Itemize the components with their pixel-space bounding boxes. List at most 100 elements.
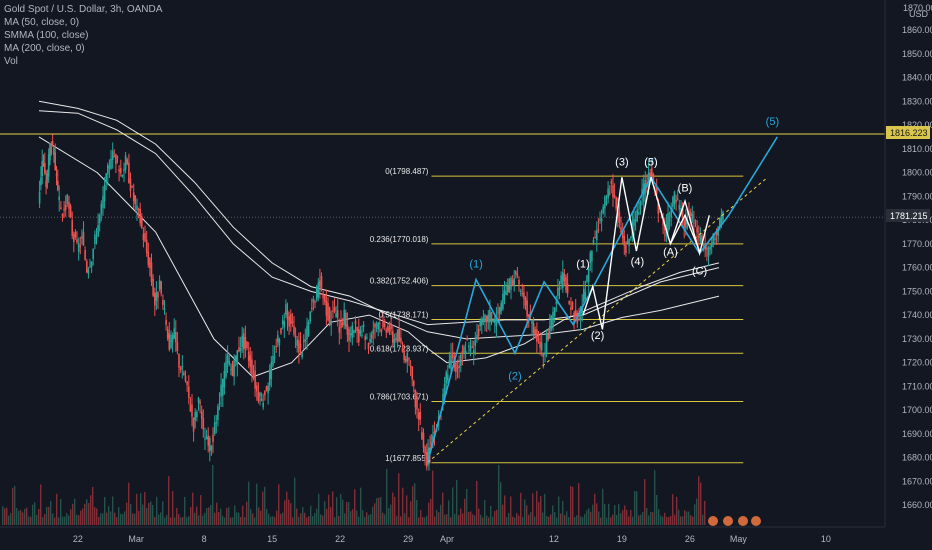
volume-bar bbox=[646, 508, 648, 525]
event-icon[interactable] bbox=[723, 516, 733, 526]
candle-body bbox=[670, 207, 672, 218]
volume-bar bbox=[598, 511, 600, 525]
candle-body bbox=[602, 206, 604, 214]
candle-body bbox=[66, 194, 69, 204]
event-icon[interactable] bbox=[708, 516, 718, 526]
candle-body bbox=[212, 434, 214, 442]
volume-bar bbox=[204, 512, 206, 525]
wave-path-white[interactable] bbox=[582, 177, 701, 330]
volume-bar bbox=[258, 507, 260, 525]
volume-bar bbox=[38, 509, 40, 525]
volume-bar bbox=[406, 495, 408, 525]
candle-body bbox=[283, 321, 286, 328]
candle-body bbox=[243, 333, 245, 350]
candle-body bbox=[524, 297, 527, 306]
volume-bar bbox=[230, 517, 232, 525]
price-tick-label: 1820.00 bbox=[902, 120, 932, 130]
candle-body bbox=[447, 374, 449, 381]
volume-bar bbox=[322, 515, 324, 525]
candle-body bbox=[613, 195, 616, 197]
candle-body bbox=[406, 352, 409, 362]
candle-body bbox=[506, 286, 509, 292]
legend-ma50[interactable]: MA (50, close, 0) bbox=[4, 17, 80, 28]
event-icon[interactable] bbox=[751, 516, 761, 526]
candle-body bbox=[241, 335, 243, 347]
candle-body bbox=[155, 292, 158, 301]
volume-bar bbox=[160, 512, 162, 525]
candle-body bbox=[568, 300, 570, 305]
wave-path-white-correction[interactable] bbox=[669, 198, 710, 257]
wave-label: (2) bbox=[508, 370, 521, 382]
candle-body bbox=[633, 218, 635, 226]
dashed-trendline[interactable] bbox=[427, 176, 768, 463]
candle-body bbox=[45, 180, 47, 187]
resistance-price-badge bbox=[886, 126, 930, 139]
candle-body bbox=[244, 337, 247, 349]
time-axis[interactable]: 22 Mar 8 15 22 29 Apr 12 19 26 May 10 bbox=[0, 526, 885, 544]
candle-body bbox=[495, 317, 498, 327]
candle-body bbox=[128, 162, 130, 184]
event-icons[interactable] bbox=[708, 516, 761, 526]
candle-body bbox=[597, 229, 600, 231]
volume-bar bbox=[208, 507, 210, 525]
legend-ma200[interactable]: MA (200, close, 0) bbox=[4, 43, 85, 54]
wave-path-blue[interactable] bbox=[426, 136, 778, 463]
current-price-label: 1781.215 bbox=[890, 211, 928, 221]
volume-bar bbox=[242, 505, 244, 525]
volume-bar bbox=[552, 505, 554, 525]
candle-body bbox=[90, 261, 93, 267]
event-icon[interactable] bbox=[738, 516, 748, 526]
candle-body bbox=[393, 339, 396, 346]
volume-bar bbox=[544, 493, 546, 525]
elliott-wave-drawings[interactable] bbox=[426, 136, 778, 463]
candle-body bbox=[608, 193, 611, 195]
legend-vol[interactable]: Vol bbox=[4, 56, 18, 67]
candle-body bbox=[474, 339, 477, 346]
volume-bar bbox=[482, 517, 484, 525]
candle-body bbox=[338, 327, 341, 333]
volume-bar bbox=[576, 515, 578, 525]
volume-bar bbox=[18, 510, 20, 525]
volume-bar bbox=[10, 513, 12, 525]
candle-body bbox=[401, 347, 404, 352]
candle-body bbox=[324, 295, 326, 302]
candle-body bbox=[82, 232, 85, 246]
candle-body bbox=[571, 301, 574, 309]
time-tick-label: 8 bbox=[202, 534, 207, 544]
volume-bar bbox=[116, 517, 118, 525]
candle-body bbox=[94, 234, 96, 244]
price-axis[interactable]: 1870.000 USD 1660.00 1670.00 1680.00 1690.0… bbox=[884, 0, 932, 527]
candle-body bbox=[345, 312, 347, 327]
fibonacci-retracement[interactable]: 0(1798.487) 0.236(1770.018) 0.382(1752.406… bbox=[370, 167, 744, 464]
volume-bar bbox=[190, 507, 192, 525]
time-tick-label: 29 bbox=[403, 534, 413, 544]
legend-smma[interactable]: SMMA (100, close) bbox=[4, 30, 89, 41]
candle-body bbox=[280, 328, 282, 334]
volume-bar bbox=[548, 516, 550, 525]
volume-bar bbox=[164, 517, 166, 525]
candle-body bbox=[330, 320, 332, 326]
candle-body bbox=[589, 252, 592, 264]
volume-bar bbox=[94, 507, 96, 525]
volume-bar bbox=[458, 515, 460, 525]
candle-body bbox=[306, 325, 308, 340]
candle-body bbox=[336, 310, 339, 318]
candle-body bbox=[649, 172, 651, 179]
volume-bar bbox=[90, 495, 92, 525]
volume-bar bbox=[250, 509, 252, 525]
resistance-line[interactable] bbox=[0, 133, 885, 218]
fib-level-label: 0.382(1752.406) bbox=[370, 277, 429, 286]
candle-body bbox=[651, 168, 653, 176]
candle-body bbox=[456, 367, 459, 369]
candle-body bbox=[523, 292, 525, 299]
candle-body bbox=[427, 450, 429, 458]
candle-body bbox=[84, 250, 86, 260]
volume-bar bbox=[42, 517, 44, 525]
volume-bar bbox=[424, 517, 426, 525]
legend-title[interactable]: Gold Spot / U.S. Dollar, 3h, OANDA bbox=[4, 4, 163, 15]
candle-body bbox=[587, 268, 590, 282]
candle-body bbox=[539, 341, 541, 348]
candle-body bbox=[396, 329, 399, 342]
